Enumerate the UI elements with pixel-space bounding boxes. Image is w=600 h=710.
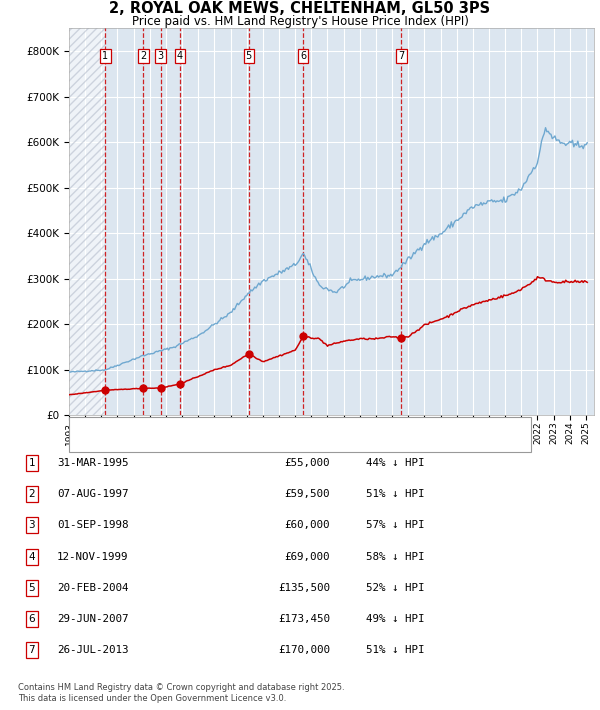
Text: HPI: Average price, detached house, Cheltenham: HPI: Average price, detached house, Chel… <box>103 438 348 449</box>
Text: 2, ROYAL OAK MEWS, CHELTENHAM, GL50 3PS: 2, ROYAL OAK MEWS, CHELTENHAM, GL50 3PS <box>109 1 491 16</box>
Text: 4: 4 <box>177 50 183 61</box>
Text: 3: 3 <box>28 520 35 530</box>
Text: This data is licensed under the Open Government Licence v3.0.: This data is licensed under the Open Gov… <box>18 694 286 703</box>
Text: 49% ↓ HPI: 49% ↓ HPI <box>366 614 425 624</box>
Text: £59,500: £59,500 <box>284 489 330 499</box>
Text: 57% ↓ HPI: 57% ↓ HPI <box>366 520 425 530</box>
Bar <box>69 28 106 415</box>
Text: 7: 7 <box>28 645 35 655</box>
Text: £135,500: £135,500 <box>278 583 330 593</box>
Text: 29-JUN-2007: 29-JUN-2007 <box>57 614 128 624</box>
Text: 26-JUL-2013: 26-JUL-2013 <box>57 645 128 655</box>
Text: 51% ↓ HPI: 51% ↓ HPI <box>366 645 425 655</box>
Text: Price paid vs. HM Land Registry's House Price Index (HPI): Price paid vs. HM Land Registry's House … <box>131 15 469 28</box>
Text: 6: 6 <box>300 50 306 61</box>
Text: 7: 7 <box>398 50 404 61</box>
Text: £60,000: £60,000 <box>284 520 330 530</box>
Text: 3: 3 <box>158 50 164 61</box>
Text: £55,000: £55,000 <box>284 458 330 468</box>
Text: 31-MAR-1995: 31-MAR-1995 <box>57 458 128 468</box>
Text: 2: 2 <box>28 489 35 499</box>
Text: 5: 5 <box>245 50 252 61</box>
Text: 58% ↓ HPI: 58% ↓ HPI <box>366 552 425 562</box>
Text: 5: 5 <box>28 583 35 593</box>
Text: 1: 1 <box>28 458 35 468</box>
Text: 07-AUG-1997: 07-AUG-1997 <box>57 489 128 499</box>
Text: £69,000: £69,000 <box>284 552 330 562</box>
Text: £173,450: £173,450 <box>278 614 330 624</box>
Text: 51% ↓ HPI: 51% ↓ HPI <box>366 489 425 499</box>
Text: 4: 4 <box>28 552 35 562</box>
Text: 2: 2 <box>140 50 146 61</box>
Text: Contains HM Land Registry data © Crown copyright and database right 2025.: Contains HM Land Registry data © Crown c… <box>18 682 344 692</box>
Text: £170,000: £170,000 <box>278 645 330 655</box>
Text: 6: 6 <box>28 614 35 624</box>
Text: 20-FEB-2004: 20-FEB-2004 <box>57 583 128 593</box>
Text: 12-NOV-1999: 12-NOV-1999 <box>57 552 128 562</box>
Text: 44% ↓ HPI: 44% ↓ HPI <box>366 458 425 468</box>
Text: 2, ROYAL OAK MEWS, CHELTENHAM, GL50 3PS (detached house): 2, ROYAL OAK MEWS, CHELTENHAM, GL50 3PS … <box>103 422 424 432</box>
Text: 1: 1 <box>102 50 109 61</box>
Text: 01-SEP-1998: 01-SEP-1998 <box>57 520 128 530</box>
Text: 52% ↓ HPI: 52% ↓ HPI <box>366 583 425 593</box>
